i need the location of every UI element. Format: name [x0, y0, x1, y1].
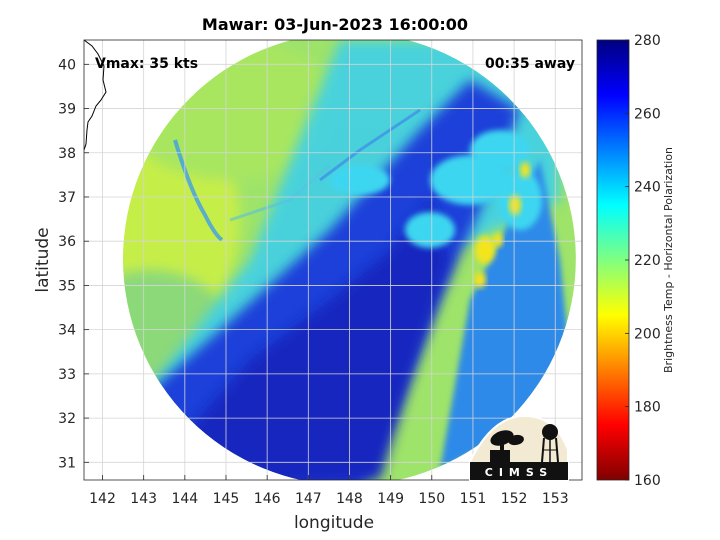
axes-box: [83, 39, 583, 481]
vmax-annotation: Vmax: 35 kts: [95, 56, 198, 72]
x-tick-label: 153: [542, 491, 569, 507]
y-axis-label: latitude: [33, 227, 53, 292]
y-tick-label: 35: [58, 278, 76, 294]
colorbar-label: Brightness Temp - Horizontal Polarizatio…: [662, 147, 675, 373]
y-tick-label: 33: [58, 367, 76, 383]
y-tick-label: 34: [58, 323, 76, 339]
colorbar-ticks: 160 180 200 220 240 260 280: [625, 33, 661, 489]
y-tick-label: 38: [58, 146, 76, 162]
chart-title: Mawar: 03-Jun-2023 16:00:00: [202, 15, 468, 34]
satellite-dish-icon: [490, 430, 524, 462]
colorbar-tick-label: 180: [634, 400, 661, 416]
colorbar: [596, 39, 630, 481]
x-tick-label: 146: [254, 491, 281, 507]
colorbar-tick-label: 160: [634, 473, 661, 489]
cimss-logo: CIMSS: [469, 414, 569, 481]
logo-text: CIMSS: [485, 466, 553, 479]
x-axis: 142 143 144 145 146 147 148 149 150 151 152 153: [89, 475, 569, 507]
x-tick-label: 151: [460, 491, 487, 507]
x-tick-label: 149: [377, 491, 404, 507]
colorbar-tick-label: 220: [634, 253, 661, 269]
coastline: [83, 39, 107, 151]
x-tick-label: 142: [89, 491, 116, 507]
y-tick-label: 32: [58, 411, 76, 427]
y-tick-label: 39: [58, 102, 76, 118]
x-tick-label: 150: [418, 491, 445, 507]
y-tick-label: 31: [58, 455, 76, 471]
x-tick-label: 145: [213, 491, 240, 507]
colorbar-tick-label: 240: [634, 180, 661, 196]
y-tick-label: 36: [58, 234, 76, 250]
x-tick-label: 152: [501, 491, 528, 507]
colorbar-tick-label: 200: [634, 326, 661, 342]
x-tick-label: 147: [295, 491, 322, 507]
y-tick-label: 40: [58, 57, 76, 73]
y-tick-label: 37: [58, 190, 76, 206]
water-tower-icon: [541, 424, 559, 463]
colorbar-tick-label: 260: [634, 106, 661, 122]
x-tick-label: 144: [171, 491, 198, 507]
x-tick-label: 148: [336, 491, 363, 507]
x-tick-label: 143: [130, 491, 157, 507]
time-away-annotation: 00:35 away: [485, 56, 575, 72]
x-axis-label: longitude: [294, 513, 374, 533]
y-axis: 31 32 33 34 35 36 37 38 39 40: [58, 57, 89, 471]
colorbar-tick-label: 280: [634, 33, 661, 49]
